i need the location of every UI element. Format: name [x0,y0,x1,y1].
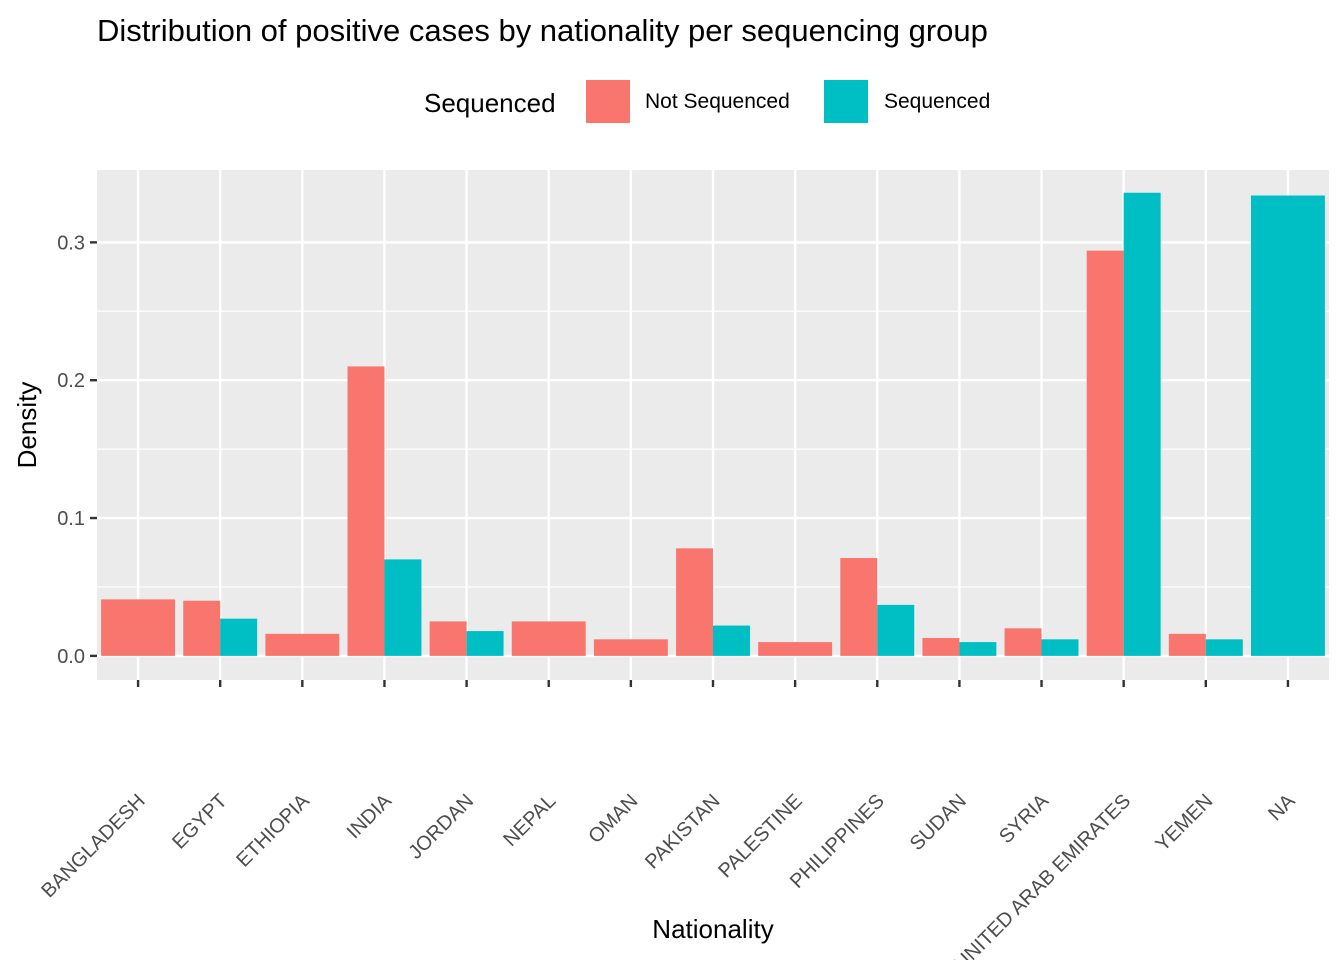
bar-not-sequenced-nepal [511,621,586,656]
bar-sequenced-jordan [466,631,504,656]
x-tick-label: NA [1264,790,1300,826]
y-tick-label: 0.2 [57,370,85,392]
y-axis-title: Density [12,382,42,469]
bar-not-sequenced-oman [593,639,668,656]
bar-not-sequenced-ethiopia [265,633,340,656]
bar-sequenced-yemen [1205,639,1243,656]
x-tick-label: NEPAL [499,790,560,851]
x-tick-label: BANGLADESH [37,790,149,902]
bar-not-sequenced-palestine [758,642,833,656]
bar-not-sequenced-egypt [183,600,221,656]
bar-not-sequenced-india [347,366,385,656]
bar-not-sequenced-jordan [429,621,467,656]
legend-key-not-sequenced [586,80,630,123]
bar-sequenced-pakistan [713,625,750,656]
legend: Sequenced Not Sequenced Sequenced [424,80,990,123]
bar-not-sequenced-bangladesh [101,599,176,656]
y-tick-label: 0.0 [57,646,85,668]
bar-sequenced-na [1250,195,1325,656]
bar-sequenced-india [384,559,422,656]
x-axis-title: Nationality [652,914,773,944]
x-tick-label: SUDAN [906,790,971,855]
y-tick-label: 0.3 [57,232,85,254]
x-tick-label: PAKISTAN [641,790,724,873]
bar-not-sequenced-yemen [1168,633,1206,656]
x-tick-label: PALESTINE [714,790,806,882]
bar-sequenced-egypt [220,618,258,656]
legend-label-sequenced: Sequenced [884,90,990,113]
bar-sequenced-sudan [959,642,997,656]
bar-sequenced-philippines [877,604,915,656]
legend-key-sequenced [824,80,868,123]
bars-layer [101,192,1325,656]
legend-label-not-sequenced: Not Sequenced [645,90,790,113]
x-tick-label: ETHIOPIA [232,790,314,872]
x-tick-label: SYRIA [995,790,1053,848]
bar-sequenced-united-arab-emirates [1123,192,1161,656]
x-tick-label: INDIA [343,790,397,844]
x-tick-label: EGYPT [168,790,231,853]
x-tick-label: JORDAN [404,790,478,864]
bar-not-sequenced-philippines [840,558,878,656]
bar-not-sequenced-united-arab-emirates [1086,250,1124,656]
bar-sequenced-syria [1041,639,1079,656]
x-tick-label: OMAN [584,790,642,848]
x-tick-label: YEMEN [1151,790,1217,856]
bar-not-sequenced-pakistan [676,548,713,656]
legend-title: Sequenced [424,88,556,118]
chart-title: Distribution of positive cases by nation… [97,13,988,48]
bar-not-sequenced-sudan [922,637,960,656]
y-tick-label: 0.1 [57,508,85,530]
bar-not-sequenced-syria [1004,628,1042,656]
